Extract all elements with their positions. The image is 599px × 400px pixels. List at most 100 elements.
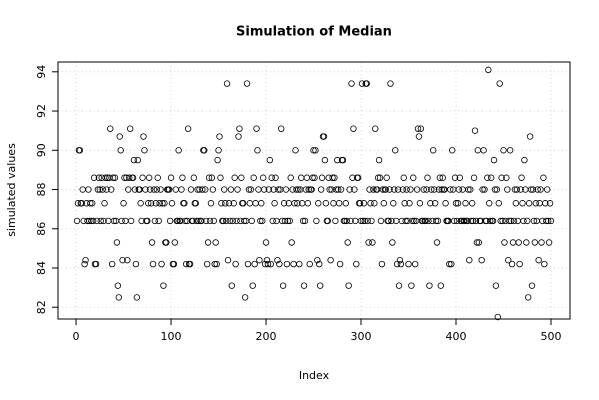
point [437,282,445,289]
point [492,282,500,289]
point [438,186,445,193]
point [498,174,505,181]
point [468,200,476,207]
point [496,80,503,87]
point [432,217,440,225]
point [150,186,158,193]
y-tick-label: 84 [35,261,48,275]
point [275,186,282,193]
point [324,217,331,225]
point [145,200,152,207]
point [165,186,173,193]
point [537,186,544,193]
point [487,174,495,181]
point [102,174,109,181]
point [411,260,419,268]
point [90,174,98,181]
point [73,217,81,225]
point [181,200,188,207]
point [382,186,389,193]
point [480,147,487,154]
point [524,217,531,225]
point [155,217,162,225]
point [407,186,414,193]
point [473,239,481,246]
point [547,217,555,225]
point [113,239,121,246]
point [402,217,409,225]
point [427,200,434,207]
point [236,125,243,132]
point [85,186,92,193]
point [411,217,418,225]
y-axis-label: simulated values [5,143,18,237]
point [366,186,373,193]
point [99,186,106,193]
point [322,200,330,207]
x-tick-label: 100 [161,330,182,343]
point [166,217,174,225]
point [147,200,155,207]
point [151,217,159,225]
point [452,200,460,207]
point [360,200,368,207]
point [300,282,308,289]
point [545,239,553,246]
point [278,125,285,132]
point [215,147,222,154]
point [312,147,319,154]
point [294,200,301,207]
point [485,66,492,74]
point [516,260,523,268]
point [244,260,252,268]
point [86,217,93,225]
point [469,217,477,225]
point [318,174,326,181]
point [310,147,317,154]
point [234,186,241,193]
point [230,200,237,207]
point [132,260,140,268]
point [466,256,473,264]
point [368,217,375,225]
point [358,80,366,87]
point [82,256,89,264]
point [507,217,515,225]
point [96,186,103,193]
point [430,147,437,154]
point [538,239,545,246]
point [329,174,336,181]
point [266,156,274,164]
point [510,217,518,225]
y-tick-label: 90 [35,143,48,157]
point [265,186,273,193]
point [159,200,166,207]
point [274,256,281,264]
point [351,186,358,193]
point [145,174,153,181]
point [505,256,512,264]
point [292,147,299,154]
point [178,186,185,193]
point [361,217,369,225]
point [454,200,462,207]
point [103,186,110,193]
point [497,217,504,225]
point [152,200,160,207]
point [144,217,151,225]
point [504,186,511,193]
point [276,260,283,268]
point [161,200,168,207]
point [449,147,456,154]
point [109,174,117,181]
point [517,186,524,193]
point [117,147,124,154]
point [306,260,313,268]
point [107,186,115,193]
point [108,260,116,268]
point [209,186,217,193]
point [359,217,367,225]
point [350,125,357,132]
point [171,239,179,246]
